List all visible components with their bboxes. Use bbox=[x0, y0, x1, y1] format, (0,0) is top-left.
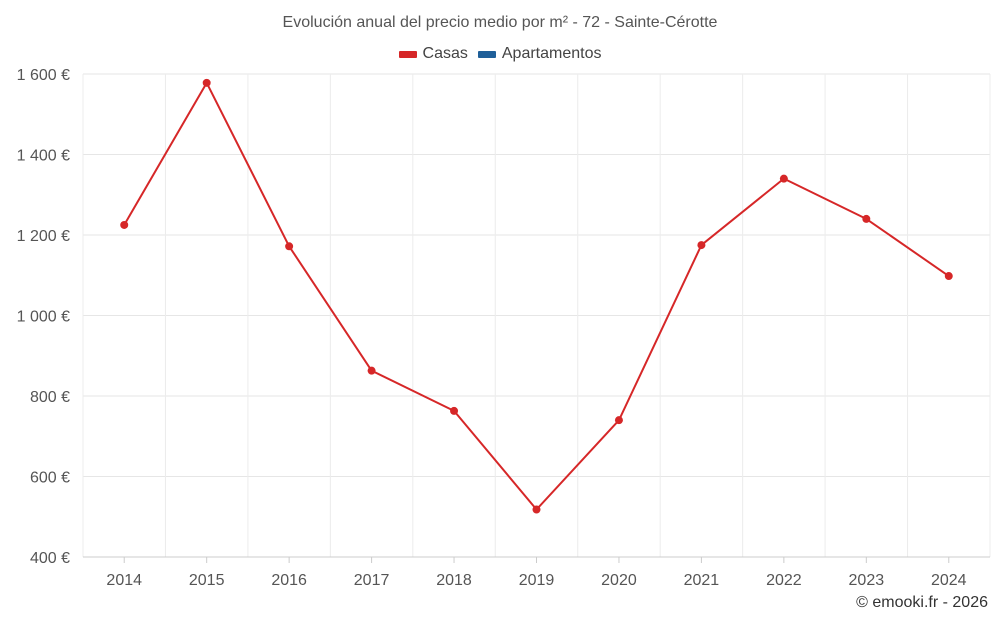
data-point bbox=[614, 416, 623, 425]
data-point bbox=[944, 272, 953, 281]
legend-swatch-casas bbox=[398, 50, 417, 58]
data-point bbox=[450, 406, 459, 415]
data-point bbox=[367, 366, 376, 375]
data-point bbox=[862, 214, 871, 223]
y-tick-label: 1 400 € bbox=[17, 148, 70, 165]
legend-label-casas: Casas bbox=[422, 45, 468, 62]
y-tick-label: 1 600 € bbox=[17, 67, 70, 84]
x-tick-label: 2021 bbox=[684, 572, 720, 589]
x-tick-label: 2016 bbox=[271, 572, 307, 589]
data-point bbox=[120, 220, 129, 229]
legend-item-casas[interactable]: Casas bbox=[398, 45, 468, 63]
y-tick-label: 1 200 € bbox=[17, 228, 70, 245]
chart-title: Evolución anual del precio medio por m² … bbox=[282, 14, 718, 31]
y-tick-label: 800 € bbox=[30, 389, 70, 406]
legend-swatch-apartamentos bbox=[477, 50, 496, 58]
y-tick-label: 600 € bbox=[30, 470, 70, 487]
data-point bbox=[697, 241, 706, 250]
x-tick-label: 2023 bbox=[849, 572, 885, 589]
data-point bbox=[779, 174, 788, 183]
legend: Casas Apartamentos bbox=[0, 45, 1000, 63]
x-tick-label: 2017 bbox=[354, 572, 390, 589]
y-tick-label: 400 € bbox=[30, 550, 70, 567]
x-tick-label: 2019 bbox=[519, 572, 555, 589]
legend-label-apartamentos: Apartamentos bbox=[501, 45, 602, 62]
x-tick-label: 2024 bbox=[931, 572, 967, 589]
y-tick-label: 1 000 € bbox=[17, 309, 70, 326]
legend-item-apartamentos[interactable]: Apartamentos bbox=[477, 45, 602, 63]
x-tick-label: 2022 bbox=[766, 572, 802, 589]
x-tick-label: 2018 bbox=[436, 572, 472, 589]
data-point bbox=[202, 78, 211, 87]
data-point bbox=[285, 242, 294, 251]
data-point bbox=[532, 505, 541, 514]
credit-text: © emooki.fr - 2026 bbox=[856, 594, 988, 611]
x-tick-label: 2014 bbox=[106, 572, 142, 589]
x-tick-label: 2020 bbox=[601, 572, 637, 589]
x-tick-label: 2015 bbox=[189, 572, 225, 589]
